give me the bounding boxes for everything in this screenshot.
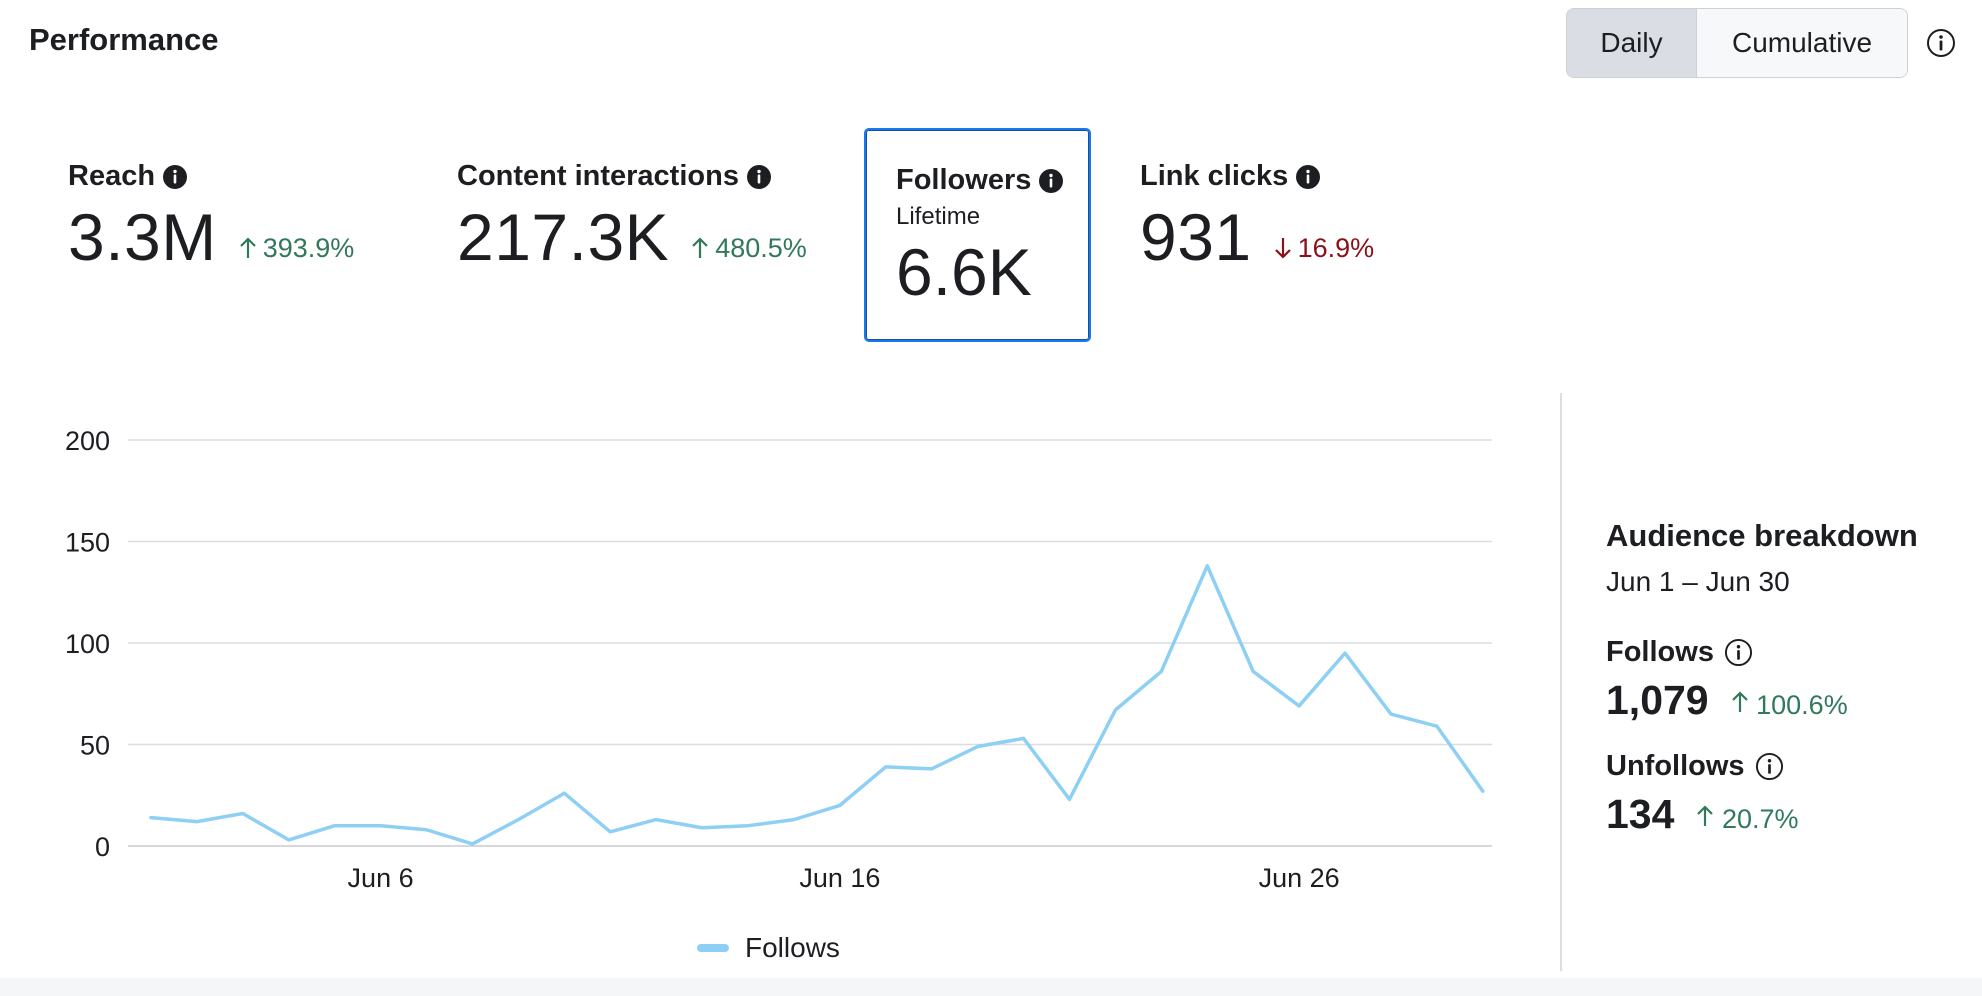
info-icon[interactable] (1755, 752, 1784, 781)
arrow-up-icon (239, 237, 256, 258)
metric-reach-value: 3.3M (68, 200, 217, 274)
follows-value: 1,079 (1606, 677, 1709, 723)
unfollows-delta-value: 20.7% (1721, 804, 1799, 834)
legend-label-follows: Follows (745, 932, 840, 963)
metric-followers-label: Followers (896, 164, 1032, 196)
panel-divider (1560, 393, 1562, 971)
follows-value-row: 1,079 100.6% (1606, 677, 1918, 724)
follows-line-chart: 0 50 100 150 200 Jun 6 Jun 16 Jun 26 (65, 426, 1492, 893)
unfollows-delta: 20.7% (1696, 804, 1799, 835)
unfollows-label: Unfollows (1606, 750, 1745, 782)
y-tick-label: 50 (80, 731, 110, 761)
metric-reach-delta: 393.9% (239, 232, 355, 264)
metric-reach-delta-value: 393.9% (262, 232, 355, 263)
audience-breakdown-title: Audience breakdown (1606, 518, 1918, 553)
y-tick-label: 150 (65, 528, 110, 558)
metric-link-clicks-delta: 16.9% (1274, 232, 1375, 264)
metric-link-clicks[interactable]: Link clicks 931 16.9% (1140, 160, 1374, 275)
metric-content-interactions-value-row: 217.3K 480.5% (457, 199, 807, 275)
metric-content-interactions-label-row: Content interactions (457, 160, 807, 193)
metric-link-clicks-value-row: 931 16.9% (1140, 199, 1374, 275)
metric-followers[interactable]: Followers Lifetime 6.6K (864, 128, 1091, 342)
arrow-up-icon (1697, 805, 1714, 826)
metric-content-interactions-delta-value: 480.5% (715, 232, 807, 263)
audience-breakdown-range: Jun 1 – Jun 30 (1606, 566, 1790, 597)
unfollows-label-row: Unfollows (1606, 750, 1918, 783)
follows-label-row: Follows (1606, 636, 1918, 669)
metric-content-interactions[interactable]: Content interactions 217.3K 480.5% (457, 160, 807, 275)
cumulative-toggle-button[interactable]: Cumulative (1697, 9, 1907, 77)
x-tick-label: Jun 16 (799, 863, 880, 893)
page-title: Performance (29, 22, 219, 57)
metric-reach[interactable]: Reach 3.3M 393.9% (68, 160, 354, 275)
metric-link-clicks-delta-value: 16.9% (1297, 232, 1375, 263)
info-icon[interactable] (1039, 168, 1064, 193)
daily-toggle-button[interactable]: Daily (1567, 9, 1697, 77)
x-tick-label: Jun 6 (348, 863, 414, 893)
y-tick-label: 200 (65, 426, 110, 456)
metric-reach-value-row: 3.3M 393.9% (68, 199, 354, 275)
chart-legend: Follows (697, 932, 840, 964)
follows-delta-value: 100.6% (1756, 690, 1848, 720)
info-icon[interactable] (1926, 28, 1956, 58)
arrow-down-icon (1274, 238, 1291, 259)
legend-swatch-follows (697, 944, 729, 952)
metric-followers-value: 6.6K (896, 235, 1032, 309)
view-toggle: Daily Cumulative (1566, 8, 1908, 78)
info-icon[interactable] (1724, 638, 1753, 667)
info-icon[interactable] (746, 164, 771, 189)
metric-content-interactions-label: Content interactions (457, 160, 739, 192)
metric-content-interactions-delta: 480.5% (691, 233, 807, 264)
info-icon[interactable] (1296, 164, 1321, 189)
unfollows-value: 134 (1606, 791, 1675, 837)
arrow-up-icon (692, 237, 708, 258)
series-line-follows (149, 564, 1485, 846)
metric-link-clicks-value: 931 (1140, 200, 1252, 274)
metric-content-interactions-value: 217.3K (457, 200, 670, 274)
arrow-up-icon (1731, 691, 1748, 712)
info-icon[interactable] (163, 164, 188, 189)
y-tick-label: 100 (65, 629, 110, 659)
bottom-strip (0, 978, 1982, 996)
unfollows-value-row: 134 20.7% (1606, 791, 1918, 838)
metric-reach-label: Reach (68, 160, 156, 192)
metric-reach-label-row: Reach (68, 160, 354, 193)
y-tick-label: 0 (95, 832, 110, 862)
metric-followers-sublabel: Lifetime (896, 203, 981, 230)
metric-link-clicks-label-row: Link clicks (1140, 160, 1374, 193)
audience-breakdown-panel: Audience breakdown Jun 1 – Jun 30 Follow… (1606, 518, 1918, 838)
follows-label: Follows (1606, 636, 1714, 668)
follows-stat: Follows 1,079 100.6% (1606, 636, 1918, 724)
x-tick-label: Jun 26 (1259, 863, 1340, 893)
metric-link-clicks-label: Link clicks (1140, 160, 1289, 192)
unfollows-stat: Unfollows 134 20.7% (1606, 750, 1918, 838)
follows-delta: 100.6% (1731, 690, 1848, 721)
metric-followers-label-row: Followers (896, 164, 1089, 197)
